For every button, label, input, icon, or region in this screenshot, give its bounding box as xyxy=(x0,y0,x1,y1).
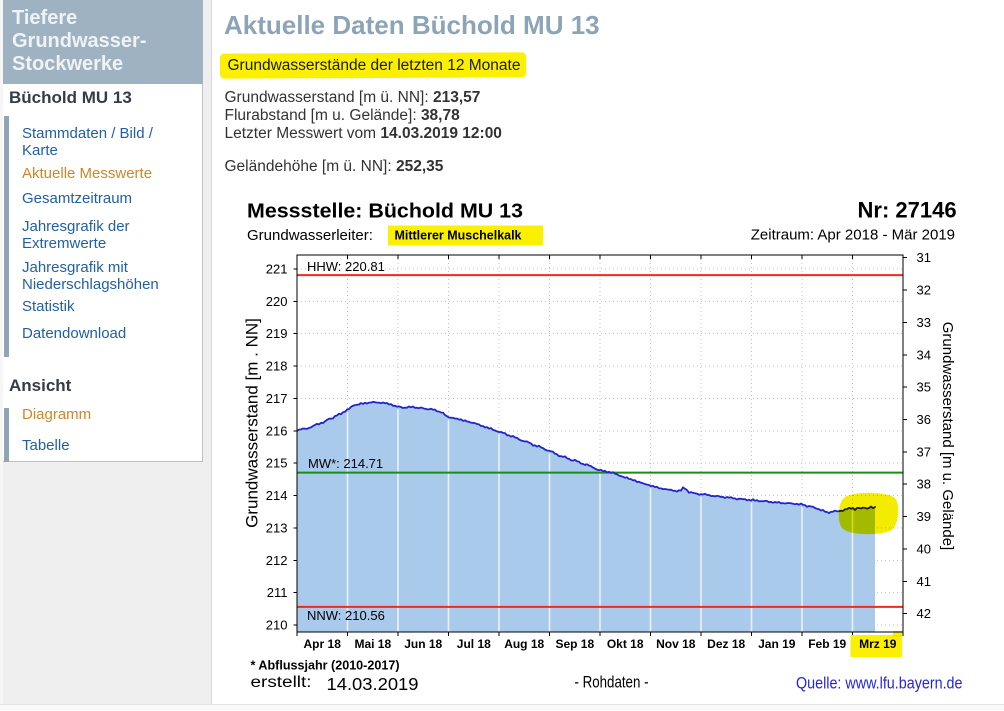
svg-text:Okt 18: Okt 18 xyxy=(607,637,644,651)
svg-text:Nr: 27146: Nr: 27146 xyxy=(858,197,957,222)
svg-text:35: 35 xyxy=(917,380,931,395)
svg-text:Apr 18: Apr 18 xyxy=(304,637,342,651)
svg-text:219: 219 xyxy=(266,326,288,341)
svg-text:212: 212 xyxy=(266,553,288,568)
svg-text:Jun 18: Jun 18 xyxy=(404,637,442,651)
svg-text:- Rohdaten -: - Rohdaten - xyxy=(575,674,649,692)
svg-text:217: 217 xyxy=(266,391,288,406)
svg-text:38: 38 xyxy=(917,477,931,492)
svg-text:MW*: 214.71: MW*: 214.71 xyxy=(308,456,383,471)
svg-text:Mrz 19: Mrz 19 xyxy=(859,637,897,651)
svg-text:33: 33 xyxy=(917,315,931,330)
svg-text:41: 41 xyxy=(917,574,931,589)
svg-text:Quelle: www.lfu.bayern.de: Quelle: www.lfu.bayern.de xyxy=(796,674,963,693)
svg-text:Mittlerer Muschelkalk: Mittlerer Muschelkalk xyxy=(395,228,523,243)
svg-text:Jul 18: Jul 18 xyxy=(457,637,491,651)
svg-text:HHW: 220.81: HHW: 220.81 xyxy=(307,259,385,274)
svg-text:14.03.2019: 14.03.2019 xyxy=(327,674,419,694)
svg-text:Messstelle: Büchold MU 13: Messstelle: Büchold MU 13 xyxy=(247,200,523,222)
svg-text:NNW: 210.56: NNW: 210.56 xyxy=(307,608,385,623)
svg-text:Grundwasserstand [m . NN]: Grundwasserstand [m . NN] xyxy=(243,318,262,528)
svg-text:Sep 18: Sep 18 xyxy=(555,637,594,651)
svg-text:Dez 18: Dez 18 xyxy=(707,637,745,651)
svg-text:Jan 19: Jan 19 xyxy=(758,637,796,651)
svg-text:214: 214 xyxy=(266,488,288,503)
svg-text:218: 218 xyxy=(266,359,288,374)
svg-text:39: 39 xyxy=(917,509,931,524)
svg-text:34: 34 xyxy=(917,347,931,362)
svg-text:* Abflussjahr (2010-2017): * Abflussjahr (2010-2017) xyxy=(251,658,400,673)
svg-text:Nov 18: Nov 18 xyxy=(656,637,696,651)
svg-text:erstellt:: erstellt: xyxy=(251,674,312,691)
svg-text:213: 213 xyxy=(266,520,288,535)
svg-text:Grundwasserleiter:: Grundwasserleiter: xyxy=(247,227,373,244)
svg-text:37: 37 xyxy=(917,444,931,459)
svg-text:Mai 18: Mai 18 xyxy=(354,637,391,651)
svg-text:216: 216 xyxy=(266,423,288,438)
svg-text:Grundwasserstand [m u. Gelände: Grundwasserstand [m u. Gelände] xyxy=(939,322,956,550)
svg-text:Feb 19: Feb 19 xyxy=(808,637,846,651)
svg-text:36: 36 xyxy=(917,412,931,427)
svg-text:211: 211 xyxy=(267,585,288,600)
svg-text:42: 42 xyxy=(917,606,931,621)
svg-text:Zeitraum: Apr 2018 - Mär 2019: Zeitraum: Apr 2018 - Mär 2019 xyxy=(751,227,955,244)
svg-text:Aug 18: Aug 18 xyxy=(504,637,544,651)
svg-text:215: 215 xyxy=(266,456,288,471)
svg-text:40: 40 xyxy=(917,541,931,556)
svg-text:32: 32 xyxy=(917,283,931,298)
svg-text:210: 210 xyxy=(266,618,288,633)
svg-text:221: 221 xyxy=(266,262,288,277)
svg-text:220: 220 xyxy=(266,294,288,309)
svg-text:31: 31 xyxy=(917,250,931,265)
